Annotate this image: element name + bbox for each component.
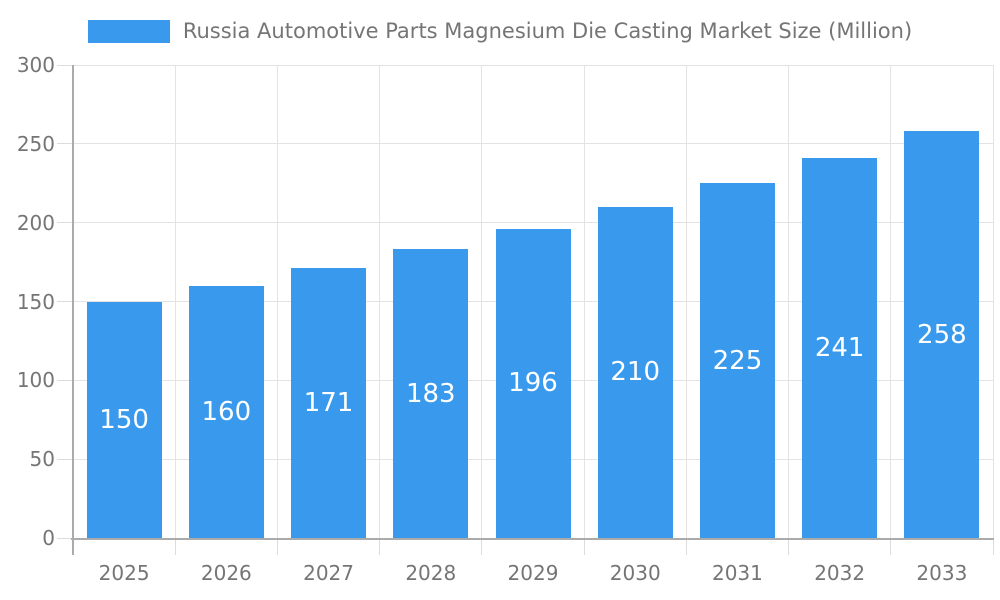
bar-value-label: 225 bbox=[712, 345, 763, 376]
bar-value-label: 183 bbox=[405, 378, 456, 409]
bar-2028: 183 bbox=[393, 249, 469, 538]
legend-swatch bbox=[87, 19, 170, 43]
x-axis-tick bbox=[890, 540, 892, 555]
y-axis-tick bbox=[57, 64, 73, 66]
x-axis-tick bbox=[788, 540, 790, 555]
x-axis-label: 2030 bbox=[609, 561, 661, 585]
bar-2032: 241 bbox=[802, 158, 878, 538]
y-axis-tick bbox=[57, 537, 73, 539]
bar-value-label: 258 bbox=[917, 319, 967, 350]
x-axis-tick bbox=[276, 540, 278, 555]
x-axis-tick bbox=[583, 540, 585, 555]
x-axis-label: 2029 bbox=[507, 561, 559, 585]
y-axis-label: 50 bbox=[29, 447, 55, 472]
x-axis-label: 2032 bbox=[814, 561, 866, 585]
plot-area: 0 50 100 150 200 250 300 150 2025 160 2026 171 2027 1… bbox=[17, 53, 994, 585]
y-axis-line bbox=[72, 65, 74, 555]
bar-value-label: 160 bbox=[201, 396, 252, 427]
y-axis-tick bbox=[57, 301, 73, 302]
bar-2031: 225 bbox=[699, 183, 775, 538]
y-axis-label: 300 bbox=[16, 53, 55, 77]
horizontal-gridline bbox=[73, 64, 993, 66]
legend-label: Russia Automotive Parts Magnesium Die Ca… bbox=[182, 19, 913, 43]
x-axis-label: 2026 bbox=[200, 561, 252, 585]
y-axis-label: 0 bbox=[42, 526, 55, 550]
x-axis-label: 2025 bbox=[98, 561, 150, 585]
bar-value-label: 171 bbox=[303, 388, 354, 419]
x-axis-tick bbox=[685, 540, 687, 555]
bar-2029: 196 bbox=[495, 228, 571, 538]
y-axis-tick bbox=[57, 379, 73, 381]
y-axis-tick bbox=[57, 222, 73, 224]
bar-value-label: 210 bbox=[610, 357, 661, 388]
x-axis-tick bbox=[992, 540, 994, 555]
bar-value-label: 150 bbox=[99, 404, 149, 435]
bar-2027: 171 bbox=[291, 268, 367, 538]
y-axis-label: 250 bbox=[16, 131, 55, 156]
legend[interactable]: Russia Automotive Parts Magnesium Die Ca… bbox=[0, 19, 1000, 43]
bar-value-label: 241 bbox=[814, 333, 865, 363]
vertical-gridline bbox=[992, 65, 994, 538]
x-axis-tick bbox=[174, 540, 176, 555]
bar-2030: 210 bbox=[597, 206, 673, 538]
x-axis-label: 2028 bbox=[405, 561, 457, 585]
x-axis-label: 2027 bbox=[303, 561, 354, 585]
y-axis-label: 200 bbox=[16, 210, 55, 235]
bar-2026: 160 bbox=[188, 285, 264, 538]
y-axis-label: 150 bbox=[16, 289, 55, 314]
y-axis-tick bbox=[57, 458, 73, 460]
x-axis-tick bbox=[379, 540, 381, 555]
horizontal-gridline bbox=[73, 222, 993, 224]
bar-2033: 258 bbox=[904, 131, 980, 538]
x-axis-label: 2031 bbox=[711, 561, 763, 585]
x-axis-label: 2033 bbox=[916, 561, 968, 585]
x-axis-line bbox=[71, 538, 994, 540]
horizontal-gridline bbox=[73, 143, 993, 145]
bar-2025: 150 bbox=[86, 301, 162, 538]
y-axis-tick bbox=[57, 143, 73, 145]
bar-value-label: 196 bbox=[508, 368, 558, 399]
x-axis-tick bbox=[481, 540, 483, 555]
y-axis-label: 100 bbox=[16, 368, 55, 393]
